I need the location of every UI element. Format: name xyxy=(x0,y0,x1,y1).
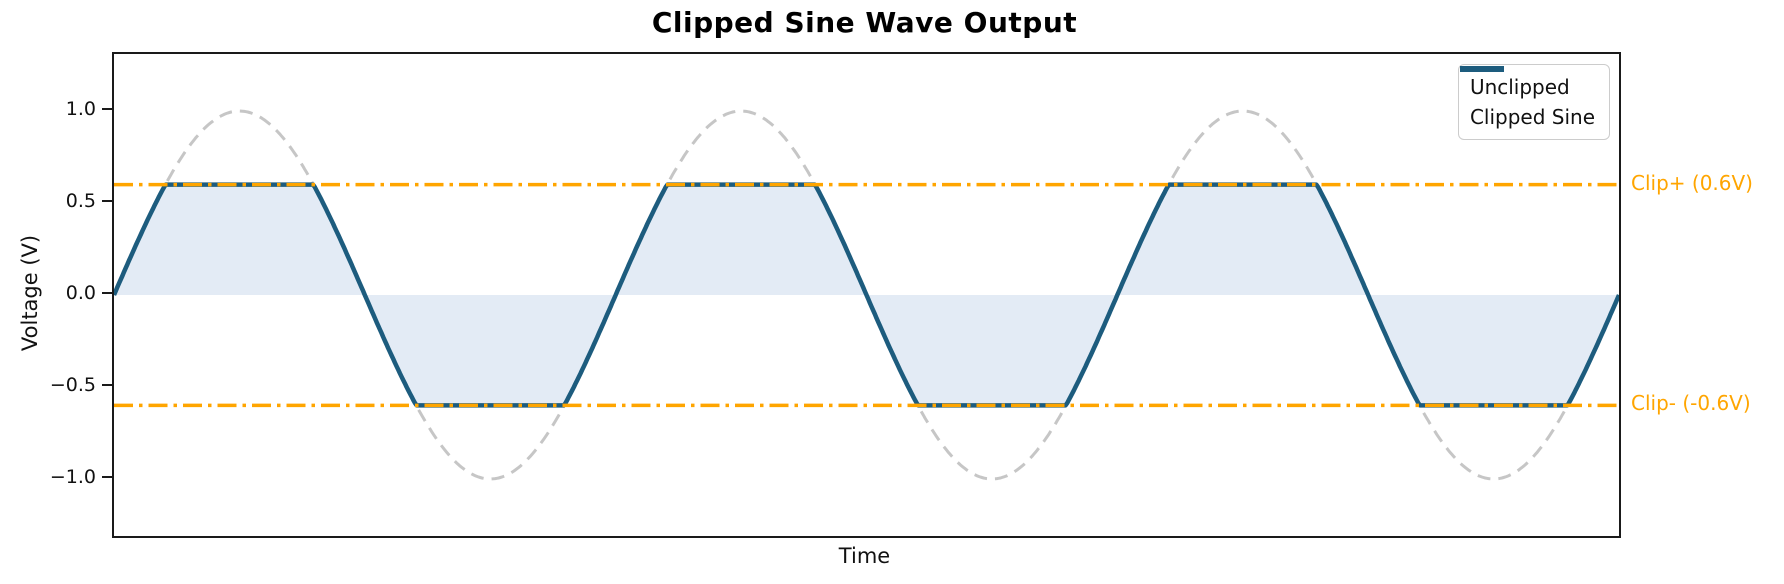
x-axis-label: Time xyxy=(838,544,891,568)
legend-label-clipped-sine: Clipped Sine xyxy=(1469,105,1595,129)
clip-negative-annotation: Clip- (-0.6V) xyxy=(1631,391,1751,416)
waveform-plot xyxy=(114,109,1619,481)
solid-line-sample-icon xyxy=(1459,66,1504,72)
clipped-sine-curve xyxy=(114,182,1619,408)
chart-title: Clipped Sine Wave Output xyxy=(651,6,1078,39)
plot-area: Unclipped Clipped Sine xyxy=(112,52,1621,538)
y-tick-label: 0.5 xyxy=(65,190,96,212)
y-tick-label: 0.0 xyxy=(65,282,96,304)
legend: Unclipped Clipped Sine xyxy=(1457,64,1610,140)
legend-item-clipped-sine: Clipped Sine xyxy=(1459,66,1595,132)
y-tick-label: 1.0 xyxy=(65,98,96,121)
y-tick-label: −0.5 xyxy=(49,373,96,396)
y-tick-mark xyxy=(102,475,112,478)
legend-label-unclipped: Unclipped xyxy=(1469,75,1570,99)
y-tick-mark xyxy=(102,292,112,294)
y-tick-label: −1.0 xyxy=(49,465,96,488)
y-tick-mark xyxy=(102,383,112,386)
y-tick-mark xyxy=(102,108,112,111)
clip-positive-annotation: Clip+ (0.6V) xyxy=(1631,170,1753,195)
y-tick-mark xyxy=(102,200,112,202)
